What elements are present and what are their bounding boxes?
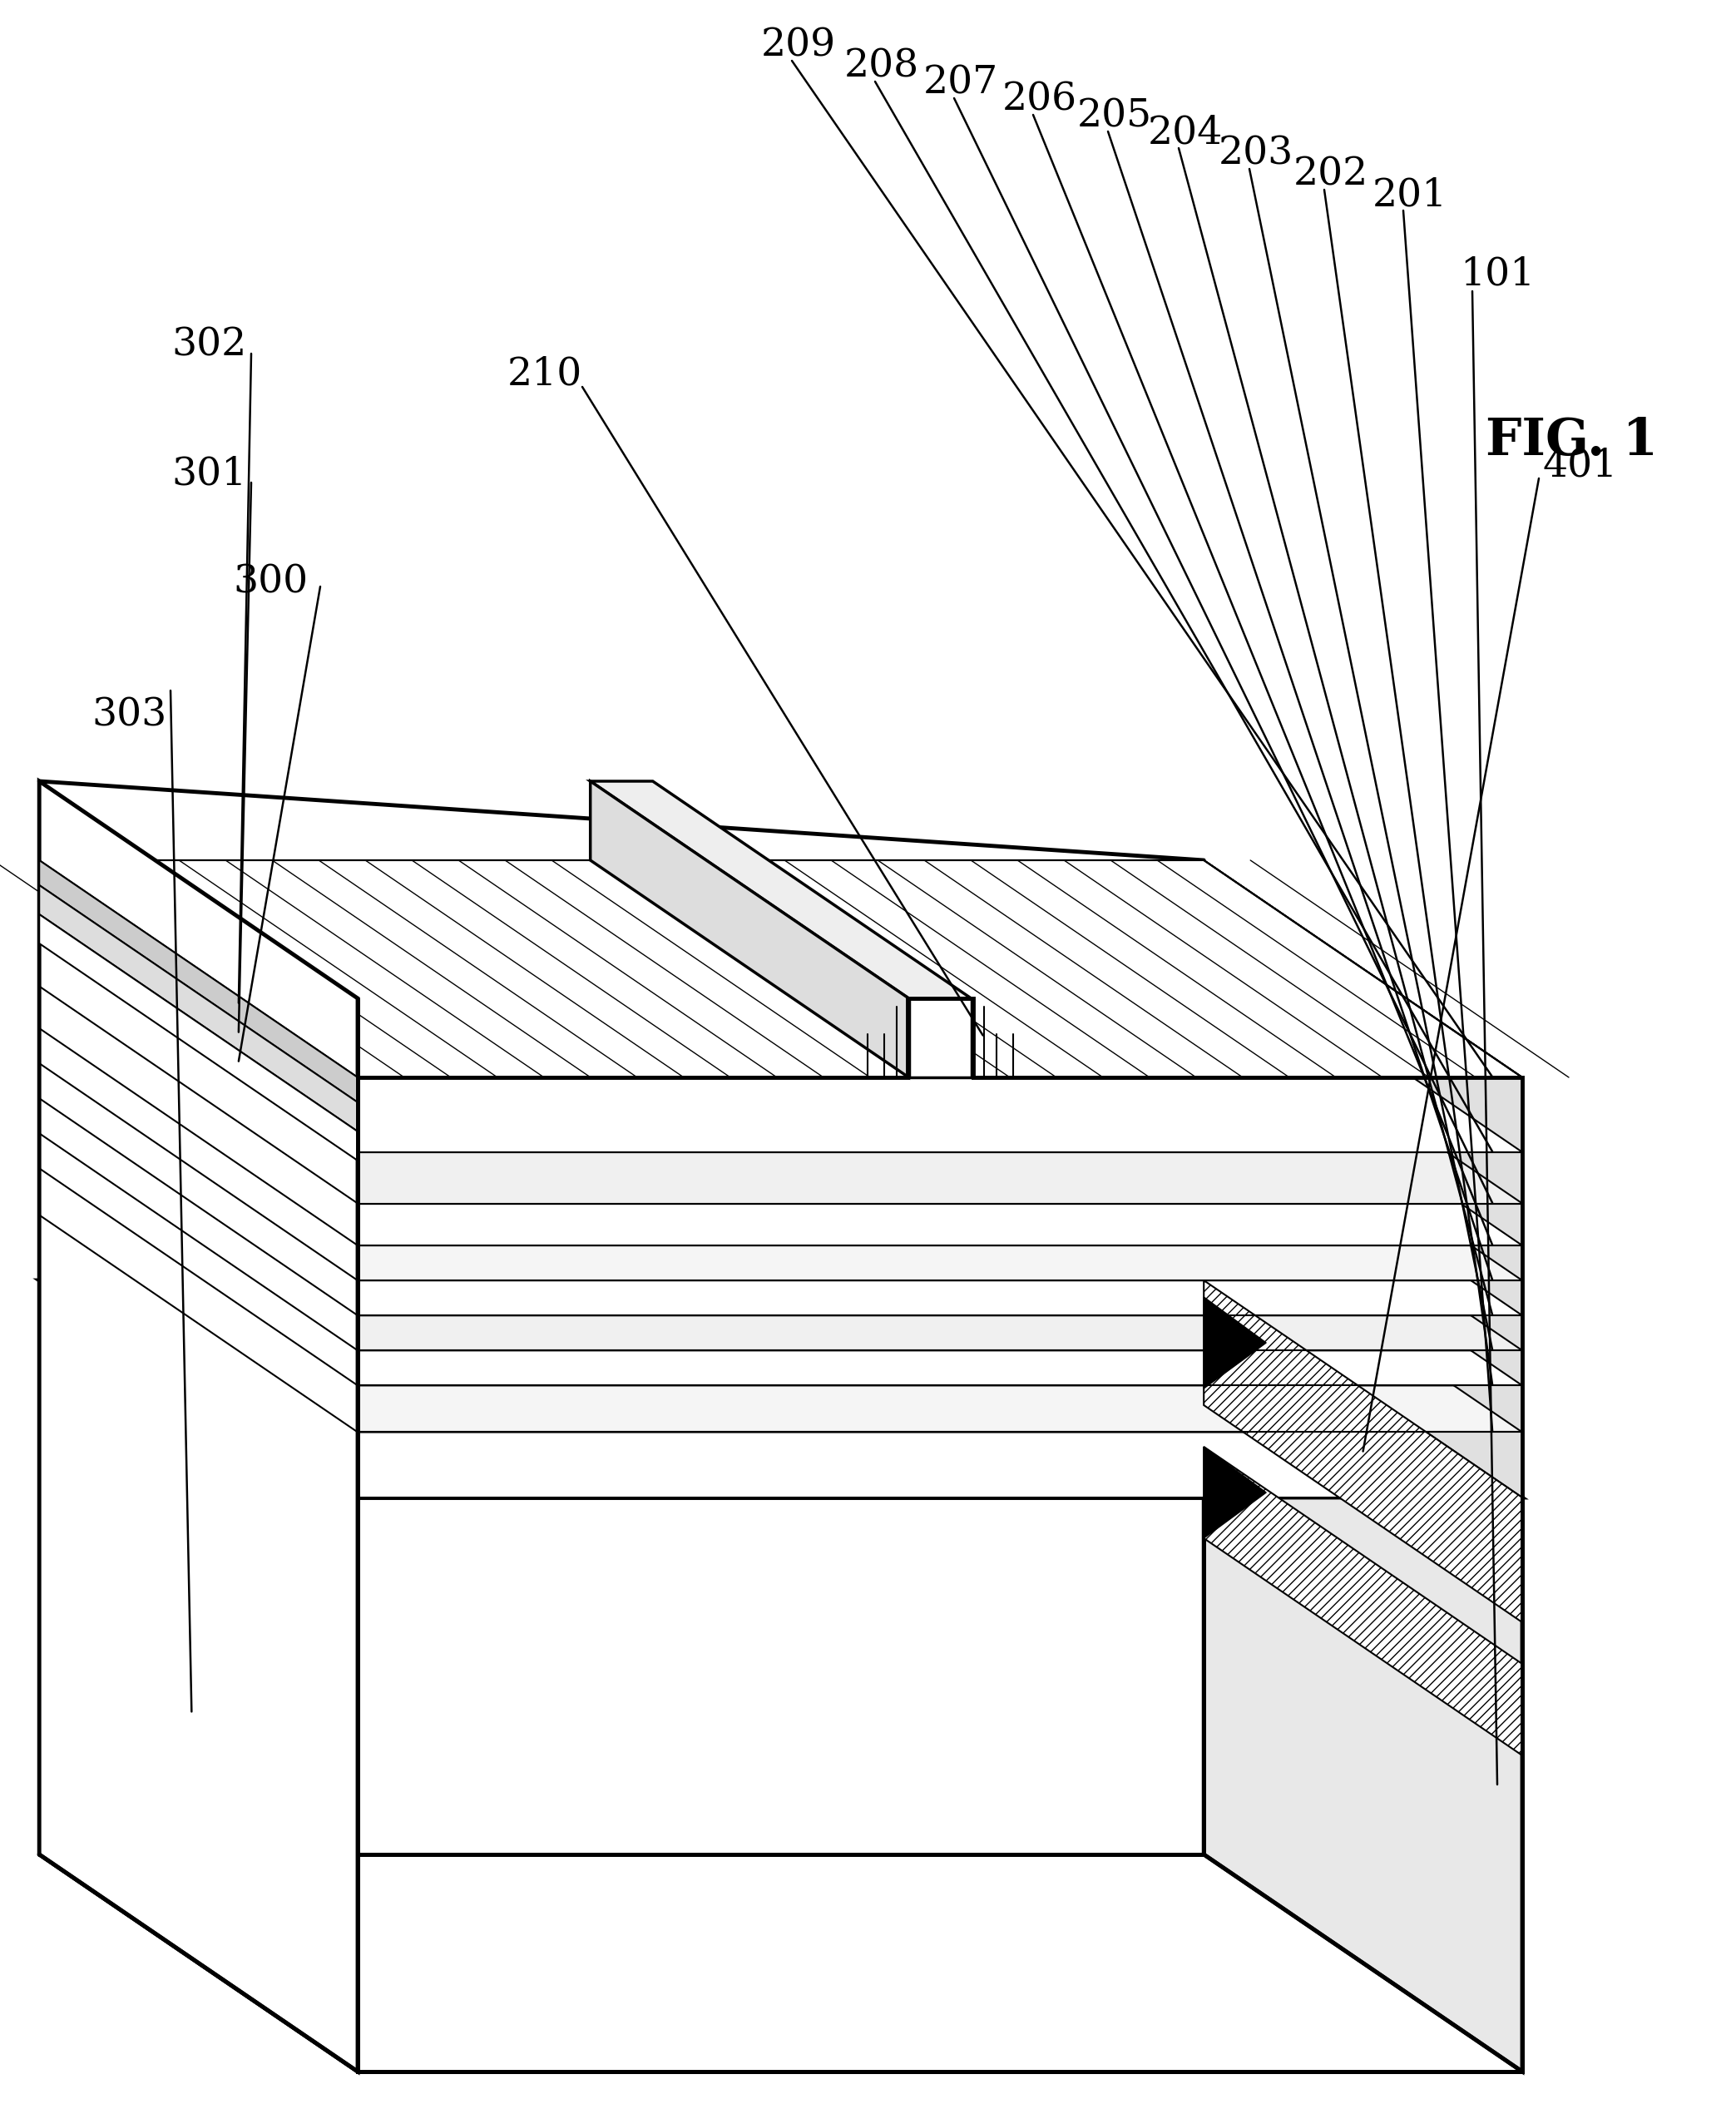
Polygon shape — [40, 1168, 1522, 1384]
Polygon shape — [358, 1315, 1522, 1351]
Text: 300: 300 — [233, 564, 307, 602]
Polygon shape — [358, 1281, 1522, 1315]
Polygon shape — [590, 781, 970, 997]
Polygon shape — [40, 1029, 1522, 1246]
Polygon shape — [358, 1203, 1522, 1246]
Polygon shape — [40, 1281, 1522, 1498]
Polygon shape — [40, 861, 358, 1102]
Text: 210: 210 — [507, 356, 582, 393]
Text: 204: 204 — [1147, 114, 1222, 151]
Text: 207: 207 — [924, 65, 998, 101]
Polygon shape — [40, 1214, 1522, 1433]
Polygon shape — [40, 987, 1522, 1203]
Polygon shape — [1203, 1448, 1266, 1538]
Polygon shape — [40, 861, 1522, 1077]
Text: 203: 203 — [1219, 135, 1293, 173]
Polygon shape — [1203, 1098, 1522, 1351]
Polygon shape — [1203, 1168, 1522, 1433]
Polygon shape — [40, 934, 1522, 1153]
Polygon shape — [40, 886, 358, 1132]
Text: 401: 401 — [1543, 446, 1618, 484]
Text: FIG. 1: FIG. 1 — [1486, 417, 1658, 465]
Text: 209: 209 — [760, 27, 837, 65]
Polygon shape — [1203, 1134, 1522, 1384]
Polygon shape — [358, 1351, 1522, 1384]
Polygon shape — [1203, 1448, 1522, 1755]
Polygon shape — [358, 1433, 1522, 1498]
Polygon shape — [1203, 1063, 1522, 1315]
Polygon shape — [358, 1077, 1522, 1153]
Text: 205: 205 — [1076, 97, 1153, 135]
Polygon shape — [40, 1063, 1522, 1281]
Polygon shape — [1203, 1296, 1266, 1389]
Polygon shape — [40, 915, 358, 1161]
Polygon shape — [1203, 861, 1522, 1153]
Polygon shape — [1203, 1214, 1522, 1498]
Polygon shape — [40, 1134, 1522, 1351]
Text: 208: 208 — [844, 48, 918, 86]
Text: 206: 206 — [1002, 82, 1078, 118]
Text: 302: 302 — [172, 326, 247, 364]
Polygon shape — [358, 1384, 1522, 1433]
Polygon shape — [40, 861, 1522, 1077]
Polygon shape — [1203, 1281, 1522, 1622]
Text: 201: 201 — [1373, 177, 1448, 215]
Polygon shape — [908, 997, 970, 1077]
Polygon shape — [40, 1098, 1522, 1315]
Text: 101: 101 — [1460, 257, 1535, 292]
Polygon shape — [40, 781, 358, 2072]
Polygon shape — [358, 1498, 1522, 2072]
Polygon shape — [358, 1153, 1522, 1203]
Polygon shape — [1203, 934, 1522, 1203]
Polygon shape — [1203, 1281, 1522, 2072]
Polygon shape — [1203, 1029, 1522, 1281]
Polygon shape — [1203, 987, 1522, 1246]
Text: 202: 202 — [1293, 156, 1368, 194]
Text: 303: 303 — [92, 696, 167, 734]
Polygon shape — [358, 1246, 1522, 1281]
Text: 301: 301 — [172, 454, 247, 492]
Polygon shape — [590, 781, 908, 1077]
